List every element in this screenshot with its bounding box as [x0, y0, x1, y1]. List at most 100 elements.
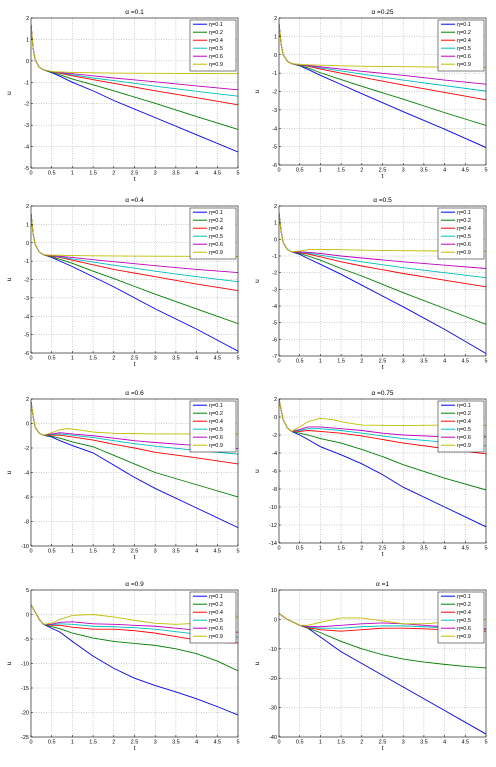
y-tick-label: -1 — [272, 254, 277, 260]
y-tick-label: 2 — [26, 204, 29, 210]
x-tick-label: 4.5 — [213, 171, 221, 177]
legend-label: η=0.4 — [209, 610, 223, 616]
x-tick-label: 2.5 — [131, 171, 139, 177]
x-tick-label: 4 — [195, 740, 198, 746]
x-tick-label: 0.5 — [48, 549, 56, 555]
x-tick-label: 2 — [112, 356, 115, 362]
y-tick-label: -6 — [272, 163, 277, 169]
x-tick-label: 4 — [443, 168, 446, 174]
chart-panel-2: 0 0.5 1 1.5 2 2.5 3 3.5 4 4.5 5 -6 -5 -4 -3 -2 -1 0 1 2 α =0… — [254, 9, 488, 180]
y-tick-label: -3 — [24, 123, 29, 129]
legend-label: η=0.1 — [209, 594, 223, 600]
x-tick-label: 1 — [71, 549, 74, 555]
legend-label: η=0.2 — [209, 218, 223, 224]
legend-label: η=0.1 — [209, 403, 223, 409]
x-tick-label: 1 — [319, 168, 322, 174]
legend-label: η=0.1 — [457, 594, 471, 600]
x-tick-label: 1.5 — [337, 359, 345, 365]
x-axis-label: t — [382, 745, 384, 752]
x-tick-label: 3.5 — [172, 740, 180, 746]
x-tick-label: 3 — [402, 359, 405, 365]
y-tick-label: -3 — [272, 108, 277, 114]
legend-label: η=0.9 — [457, 250, 471, 256]
y-tick-label: -3 — [272, 287, 277, 293]
legend-label: η=0.4 — [457, 419, 471, 425]
legend-box — [189, 19, 237, 72]
y-tick-label: 0 — [274, 415, 277, 421]
x-tick-label: 4.5 — [461, 546, 469, 552]
x-tick-label: 0 — [277, 359, 280, 365]
legend-label: η=0.4 — [457, 610, 471, 616]
y-tick-label: 0 — [26, 613, 29, 619]
y-tick-label: -5 — [272, 321, 277, 327]
y-tick-label: 2 — [274, 16, 277, 22]
y-tick-label: -6 — [24, 351, 29, 357]
chart-panel-5: 0 0.5 1 1.5 2 2.5 3 3.5 4 4.5 5 -10 -8 -6 -4 -2 0 2 α =0.6… — [6, 390, 240, 561]
legend-label: η=0.9 — [457, 443, 471, 449]
legend-box — [189, 400, 237, 453]
legend-label: η=0.2 — [457, 218, 471, 224]
x-tick-label: 4.5 — [461, 168, 469, 174]
chart-title: α =0.75 — [371, 390, 393, 397]
x-tick-label: 0 — [277, 740, 280, 746]
x-tick-label: 2 — [360, 359, 363, 365]
legend-label: η=0.6 — [209, 435, 223, 441]
x-tick-label: 1 — [71, 356, 74, 362]
chart-panel-3: 0 0.5 1 1.5 2 2.5 3 3.5 4 4.5 5 -6 -5 -4 -3 -2 -1 0 1 2 α =0… — [6, 197, 240, 368]
legend: η=0.1 η=0.2 η=0.4 η=0.5 η=0.6 η=0.9 — [189, 207, 237, 260]
legend-label: η=0.5 — [209, 427, 223, 433]
y-tick-label: -2 — [272, 433, 277, 439]
y-tick-label: 10 — [271, 588, 277, 594]
legend-label: η=0.6 — [209, 626, 223, 632]
x-tick-label: 0 — [29, 171, 32, 177]
x-tick-label: 0.5 — [296, 168, 304, 174]
y-tick-label: -8 — [272, 487, 277, 493]
y-tick-label: -7 — [272, 354, 277, 360]
legend-label: η=0.5 — [457, 234, 471, 240]
legend-label: η=0.5 — [457, 46, 471, 52]
legend-label: η=0.2 — [209, 30, 223, 36]
x-tick-label: 3 — [402, 740, 405, 746]
legend: η=0.1 η=0.2 η=0.4 η=0.5 η=0.6 η=0.9 — [437, 591, 485, 644]
legend: η=0.1 η=0.2 η=0.4 η=0.5 η=0.6 η=0.9 — [437, 19, 485, 72]
y-tick-label: -5 — [272, 145, 277, 151]
x-tick-label: 3.5 — [420, 740, 428, 746]
chart-title: α =0.4 — [125, 197, 144, 204]
y-tick-label: 0 — [26, 422, 29, 428]
legend-label: η=0.4 — [457, 226, 471, 232]
legend-box — [189, 207, 237, 260]
x-tick-label: 2 — [112, 549, 115, 555]
y-tick-label: -2 — [24, 102, 29, 108]
y-tick-label: -5 — [24, 637, 29, 643]
legend-box — [437, 591, 485, 644]
y-tick-label: -5 — [24, 166, 29, 172]
legend-label: η=0.1 — [457, 22, 471, 28]
legend-label: η=0.5 — [209, 234, 223, 240]
legend-label: η=0.2 — [457, 411, 471, 417]
x-tick-label: 4 — [443, 546, 446, 552]
y-tick-label: -10 — [269, 505, 277, 511]
y-tick-label: -6 — [272, 337, 277, 343]
x-tick-label: 4.5 — [461, 740, 469, 746]
x-tick-label: 2.5 — [131, 740, 139, 746]
x-tick-label: 5 — [484, 359, 487, 365]
legend-label: η=0.6 — [457, 435, 471, 441]
y-axis-label: u — [6, 91, 13, 95]
x-tick-label: 4.5 — [461, 359, 469, 365]
y-tick-label: -8 — [24, 520, 29, 526]
y-tick-label: 2 — [26, 397, 29, 403]
x-tick-label: 0.5 — [296, 740, 304, 746]
series-line-6 — [279, 23, 486, 68]
y-tick-label: -4 — [24, 145, 29, 151]
x-tick-label: 5 — [236, 171, 239, 177]
y-tick-label: -6 — [272, 469, 277, 475]
x-tick-label: 4 — [195, 356, 198, 362]
y-tick-label: -10 — [21, 544, 29, 550]
y-tick-label: -2 — [24, 446, 29, 452]
x-tick-label: 5 — [484, 546, 487, 552]
x-tick-label: 5 — [236, 549, 239, 555]
legend-label: η=0.4 — [209, 38, 223, 44]
y-tick-label: -4 — [272, 451, 277, 457]
x-tick-label: 1 — [319, 546, 322, 552]
